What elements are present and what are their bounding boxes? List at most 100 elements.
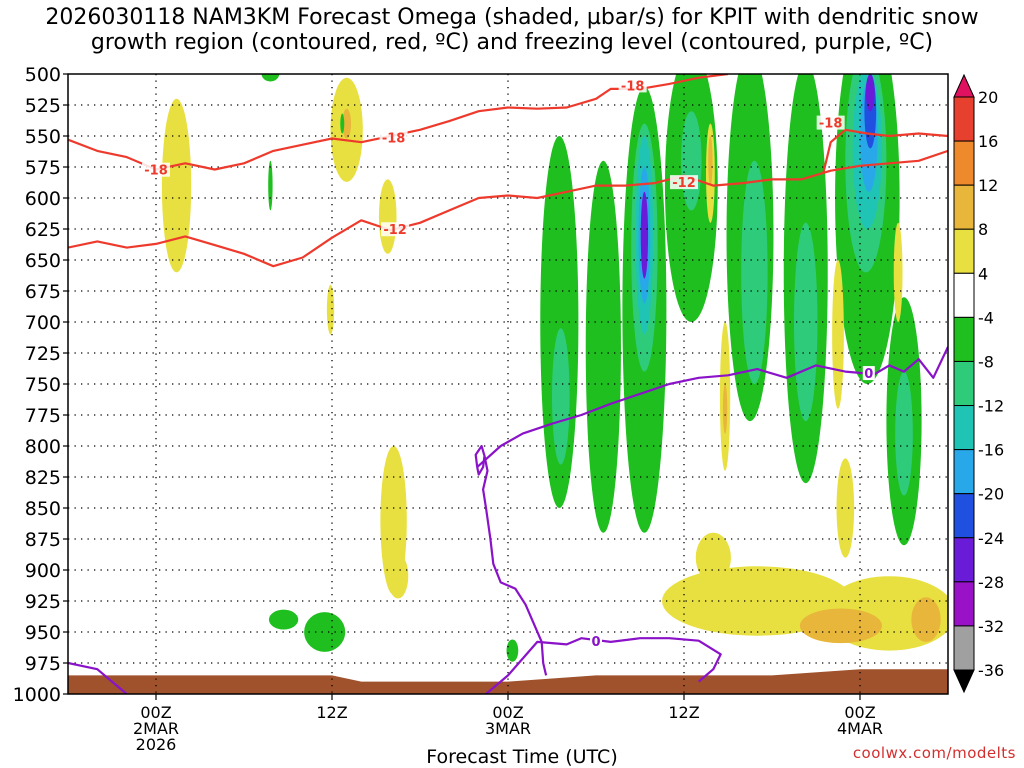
omega-region (708, 136, 713, 186)
chart-title-line2: growth region (contoured, red, ºC) and f… (90, 30, 934, 55)
omega-region (865, 74, 875, 112)
colorbar-box (953, 449, 975, 495)
temperature-contour-label: -18 (144, 164, 168, 179)
terrain-surface (68, 669, 948, 694)
y-tick-label: 775 (25, 405, 61, 427)
omega-region (695, 532, 731, 583)
colorbar-box (953, 625, 975, 671)
omega-region (161, 98, 192, 273)
temperature-contour-label: -18 (382, 131, 406, 146)
x-tick-label: 00Z (140, 703, 171, 722)
y-tick-label: 900 (25, 560, 61, 582)
freezing-level-contour (474, 444, 486, 476)
omega-region (261, 74, 280, 82)
y-tick-label: 675 (25, 281, 61, 303)
y-tick-label: 950 (25, 622, 61, 644)
y-tick-label: 850 (25, 498, 61, 520)
omega-region (722, 384, 728, 434)
colorbar-label: -36 (978, 661, 1004, 680)
y-tick-label: 625 (25, 219, 61, 241)
y-tick-label: 800 (25, 436, 61, 458)
contour-label-bg (862, 366, 875, 381)
freezing-level-contour (485, 637, 722, 694)
x-axis-label: Forecast Time (UTC) (426, 746, 618, 768)
omega-region (268, 609, 299, 630)
x-tick-label: 2026 (136, 735, 177, 754)
colorbar-label: -4 (978, 308, 994, 327)
omega-region (794, 222, 818, 422)
colorbar-label: -32 (978, 617, 1004, 636)
freezing-level-contour (476, 346, 948, 468)
colorbar-label: 12 (978, 176, 998, 195)
source-credit: coolwx.com/modelts (852, 744, 1016, 762)
omega-region (387, 553, 409, 599)
contour-label-bg (618, 78, 647, 93)
contour-label-bg (379, 130, 408, 145)
temperature-contour-label: -18 (819, 117, 843, 132)
omega-region (911, 597, 941, 642)
omega-region (895, 371, 913, 496)
colorbar-label: -20 (978, 485, 1004, 504)
colorbar-box (953, 316, 975, 362)
y-tick-label: 825 (25, 467, 61, 489)
plot-area: -18 -18 -18 -12 -12 -18 0 0 (68, 74, 948, 694)
omega-region (832, 260, 844, 409)
omega-region (326, 284, 335, 335)
y-tick-label: 750 (25, 374, 61, 396)
temperature-contour-label: -12 (383, 223, 407, 238)
x-tick-label: 00Z (492, 703, 523, 722)
colorbar-label: -8 (978, 352, 994, 371)
colorbar-box (953, 405, 975, 451)
omega-region (585, 160, 621, 533)
omega-region (799, 608, 882, 644)
y-tick-label: 700 (25, 312, 61, 334)
colorbar-bottom-arrow (953, 669, 975, 694)
temperature-contour-label: -12 (672, 176, 696, 191)
y-tick-label: 725 (25, 343, 61, 365)
chart-title-line1: 2026030118 NAM3KM Forecast Omega (shaded… (45, 5, 979, 30)
y-tick-label: 525 (25, 95, 61, 117)
omega-region (268, 160, 273, 211)
omega-region (506, 639, 519, 662)
colorbar-label: 16 (978, 132, 998, 151)
y-tick-label: 1000 (13, 684, 61, 706)
colorbar-label: 4 (978, 264, 988, 283)
colorbar-label: 20 (978, 88, 998, 107)
temperature-contour-label: -18 (621, 79, 645, 94)
y-tick-label: 575 (25, 157, 61, 179)
y-tick-label: 500 (25, 64, 61, 86)
freezing-level-contour (482, 455, 548, 676)
temperature-contour (68, 149, 948, 268)
colorbar-label: -12 (978, 397, 1004, 416)
y-tick-label: 550 (25, 126, 61, 148)
y-tick-label: 875 (25, 529, 61, 551)
temperature-contour (822, 128, 948, 174)
omega-region (552, 328, 570, 465)
contour-label-bg (670, 175, 698, 190)
freezing-level-label: 0 (864, 367, 873, 382)
contour-label-bg (381, 222, 410, 237)
omega-region (741, 160, 768, 384)
omega-region (342, 108, 352, 139)
x-tick-label: 2MAR (133, 719, 179, 738)
omega-region (640, 191, 649, 279)
colorbar-label: 8 (978, 220, 988, 239)
colorbar-box (953, 493, 975, 539)
colorbar-box (953, 360, 975, 407)
contour-label-bg (590, 633, 602, 648)
omega-region (836, 458, 855, 558)
contour-label-bg (142, 162, 170, 177)
omega-region (378, 179, 397, 254)
colorbar-box (953, 140, 975, 186)
x-tick-label: 12Z (668, 703, 699, 722)
freezing-level-contour (68, 661, 128, 694)
colorbar-box (953, 537, 975, 583)
colorbar-box (953, 96, 975, 142)
colorbar-box (953, 581, 975, 627)
y-tick-label: 650 (25, 250, 61, 272)
colorbar-label: -16 (978, 441, 1004, 460)
omega-region (893, 222, 903, 322)
colorbar-box (953, 184, 975, 230)
x-tick-label: 3MAR (485, 719, 531, 738)
